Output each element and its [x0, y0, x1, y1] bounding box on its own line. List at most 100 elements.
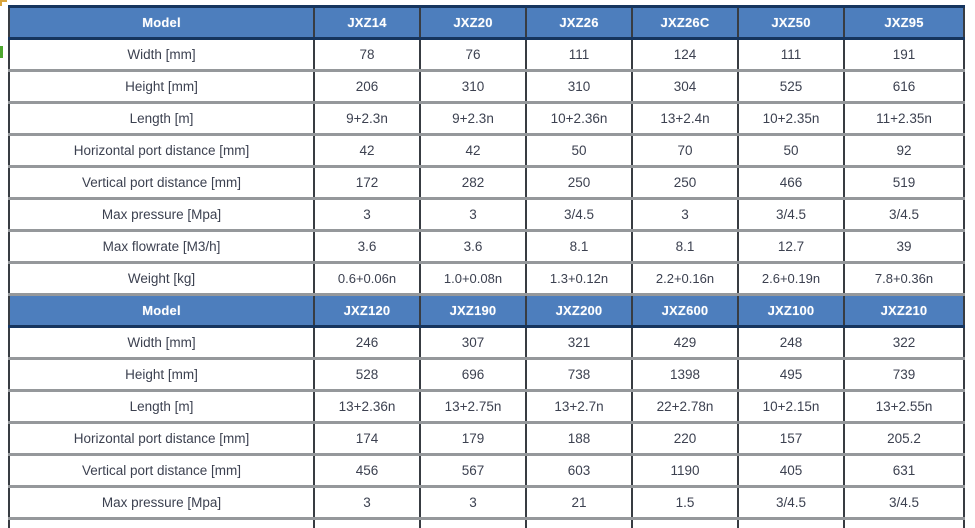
spec-value: 50 — [525, 133, 633, 168]
spec-value: 300 — [631, 517, 739, 528]
spec-row: Vertical port distance [mm] 456 567 603 1190… — [8, 453, 965, 488]
row-label: Max pressure [Mpa] — [8, 485, 315, 520]
spec-row: Weight [kg] 0.6+0.06n 1.0+0.08n 1.3+0.12n 2.… — [8, 261, 965, 296]
spec-table-body: Model JXZ14 JXZ20 JXZ26 JXZ26C JXZ50 JXZ95 Widt… — [8, 5, 965, 528]
spec-value: 248 — [737, 325, 845, 360]
spec-value: 1.0+0.08n — [419, 261, 527, 296]
row-label: Length [m] — [8, 101, 315, 136]
spec-value: 42 — [313, 133, 421, 168]
model-header-row: Model JXZ120 JXZ190 JXZ200 JXZ600 JXZ100 JXZ21… — [8, 293, 965, 328]
spec-value: 2.6+0.19n — [737, 261, 845, 296]
spec-value: 42 — [313, 517, 421, 528]
spec-value: 616 — [843, 69, 965, 104]
spec-value: 3/4.5 — [843, 485, 965, 520]
spec-value: 495 — [737, 357, 845, 392]
spec-value: 3/4.5 — [737, 485, 845, 520]
spec-table: Model JXZ14 JXZ20 JXZ26 JXZ26C JXZ50 JXZ95 Widt… — [8, 5, 965, 528]
spec-value: 405 — [737, 453, 845, 488]
spec-value: 10+2.36n — [525, 101, 633, 136]
spec-row: Width [mm] 78 76 111 124 111 191 — [8, 37, 965, 72]
green-edge-mark — [0, 46, 3, 58]
model-name: JXZ14 — [313, 5, 421, 40]
spec-value: 206 — [313, 69, 421, 104]
spec-value: 13+2.55n — [843, 389, 965, 424]
spec-value: 738 — [525, 357, 633, 392]
spec-value: 11+2.35n — [843, 101, 965, 136]
spec-value: 429 — [631, 325, 739, 360]
spec-value: 3.6 — [419, 229, 527, 264]
spec-value: 42 — [419, 133, 527, 168]
spec-value: 50 — [737, 133, 845, 168]
model-header-label: Model — [8, 5, 315, 40]
spec-value: 13+2.36n — [313, 389, 421, 424]
spec-value: 8.1 — [631, 229, 739, 264]
spec-value: 739 — [843, 357, 965, 392]
spec-row: Height [mm] 206 310 310 304 525 616 — [8, 69, 965, 104]
spec-value: 246 — [313, 325, 421, 360]
spec-value: 3.6 — [313, 229, 421, 264]
spec-value: 191 — [843, 37, 965, 72]
row-label: Width [mm] — [8, 37, 315, 72]
model-name: JXZ100 — [737, 293, 845, 328]
spec-value: 157 — [737, 421, 845, 456]
spec-value: 1398 — [631, 357, 739, 392]
model-name: JXZ26 — [525, 5, 633, 40]
model-name: JXZ200 — [525, 293, 633, 328]
model-name: JXZ210 — [843, 293, 965, 328]
spec-value: 100 — [843, 517, 965, 528]
spec-value: 100 — [525, 517, 633, 528]
spec-value: 696 — [419, 357, 527, 392]
spec-value: 3 — [313, 197, 421, 232]
spec-value: 39 — [843, 229, 965, 264]
model-name: JXZ20 — [419, 5, 527, 40]
row-label: Length [m] — [8, 389, 315, 424]
spec-value: 519 — [843, 165, 965, 200]
spec-row: Length [m] 9+2.3n 9+2.3n 10+2.36n 13+2.4n 10+… — [8, 101, 965, 136]
spec-value: 0.6+0.06n — [313, 261, 421, 296]
spec-value: 10+2.35n — [737, 101, 845, 136]
spec-value: 22+2.78n — [631, 389, 739, 424]
row-label: Max flowrate [M3/h] — [8, 517, 315, 528]
spec-value: 70 — [631, 133, 739, 168]
model-header-row: Model JXZ14 JXZ20 JXZ26 JXZ26C JXZ50 JXZ95 — [8, 5, 965, 40]
spec-value: 111 — [737, 37, 845, 72]
spec-value: 220 — [631, 421, 739, 456]
spec-value: 8.1 — [525, 229, 633, 264]
spec-row: Horizontal port distance [mm] 42 42 50 70 50 9… — [8, 133, 965, 168]
spec-value: 188 — [525, 421, 633, 456]
spec-value: 2.2+0.16n — [631, 261, 739, 296]
spec-row: Length [m] 13+2.36n 13+2.75n 13+2.7n 22+2.78… — [8, 389, 965, 424]
spec-row: Max flowrate [M3/h]4210010030042100 — [8, 517, 965, 528]
spec-value: 3/4.5 — [737, 197, 845, 232]
spec-value: 466 — [737, 165, 845, 200]
spec-value: 205.2 — [843, 421, 965, 456]
model-name: JXZ120 — [313, 293, 421, 328]
spec-value: 7.8+0.36n — [843, 261, 965, 296]
spec-value: 304 — [631, 69, 739, 104]
spec-value: 3 — [419, 485, 527, 520]
model-name: JXZ95 — [843, 5, 965, 40]
spec-row: Max flowrate [M3/h] 3.6 3.6 8.1 8.1 12.7 39 — [8, 229, 965, 264]
spec-value: 282 — [419, 165, 527, 200]
row-label: Height [mm] — [8, 69, 315, 104]
model-name: JXZ26C — [631, 5, 739, 40]
spec-value: 9+2.3n — [419, 101, 527, 136]
model-name: JXZ600 — [631, 293, 739, 328]
spec-value: 3 — [419, 197, 527, 232]
spec-row: Height [mm] 528 696 738 1398 495 739 — [8, 357, 965, 392]
model-name: JXZ190 — [419, 293, 527, 328]
spec-value: 21 — [525, 485, 633, 520]
spec-value: 3/4.5 — [525, 197, 633, 232]
spec-row: Max pressure [Mpa] 3 3 3/4.5 3 3/4.5 3/4.5 — [8, 197, 965, 232]
spec-row: Max pressure [Mpa] 3 3 21 1.5 3/4.5 3/4.5 — [8, 485, 965, 520]
spec-value: 322 — [843, 325, 965, 360]
spec-value: 250 — [631, 165, 739, 200]
spec-value: 321 — [525, 325, 633, 360]
row-label: Horizontal port distance [mm] — [8, 421, 315, 456]
spec-value: 124 — [631, 37, 739, 72]
spec-value: 13+2.7n — [525, 389, 633, 424]
spec-row: Vertical port distance [mm] 172 282 250 250 4… — [8, 165, 965, 200]
spec-value: 12.7 — [737, 229, 845, 264]
spec-value: 310 — [525, 69, 633, 104]
